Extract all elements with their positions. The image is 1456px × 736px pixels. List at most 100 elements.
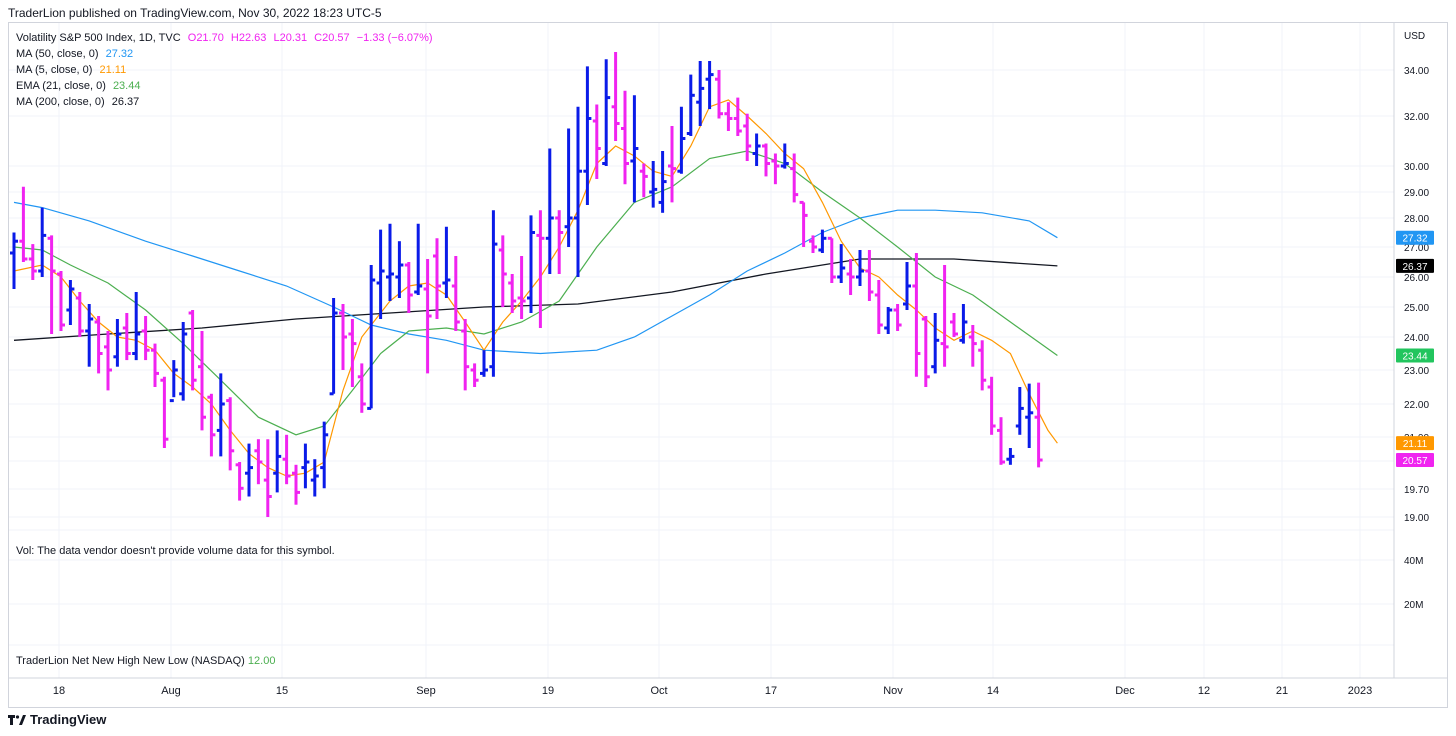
ohlc-bar — [282, 434, 291, 485]
ohlc-bar — [1006, 448, 1015, 465]
price-label-value: 20.57 — [1402, 456, 1427, 467]
brand-name: TradingView — [30, 712, 107, 727]
ohlc-bar — [179, 322, 188, 401]
ohlc-bar — [263, 439, 272, 517]
nhnl-value: 12.00 — [247, 655, 276, 667]
price-label-bg — [1396, 230, 1434, 245]
indicator-ma200: MA (200, close, 0) 26.37 — [16, 94, 143, 110]
time-tick-label: 18 — [53, 685, 65, 697]
price-label-value: 26.37 — [1402, 262, 1427, 273]
ohlc-bar — [856, 250, 864, 286]
ma50-line — [13, 201, 1058, 355]
tradingview-logo-icon — [8, 714, 26, 725]
axes: 18 Aug 15 Sep 19 Oct 17 Nov 14 Dec 12 21 2023 34.00 32… — [9, 23, 1447, 697]
ohlc-bar — [837, 244, 846, 283]
ohlc-bar — [122, 313, 131, 361]
tradingview-logo[interactable]: TradingView — [8, 712, 106, 727]
ema21-line — [13, 150, 1058, 436]
ohlc-bar — [978, 340, 987, 391]
price-label-value: 27.32 — [1402, 234, 1427, 245]
currency-label: USD — [1404, 31, 1425, 42]
ohlc-bar — [592, 104, 601, 179]
ohlc-bar — [743, 113, 752, 161]
ohlc-bar — [1025, 383, 1034, 448]
ohlc-bar — [752, 133, 761, 166]
time-tick-label: 14 — [987, 685, 999, 697]
ohlc-bar — [57, 271, 65, 331]
ohlc-bar — [461, 319, 470, 391]
time-tick-label: 2023 — [1348, 685, 1372, 697]
chart-frame — [8, 22, 1448, 708]
price-tick-label: 30.00 — [1404, 162, 1429, 173]
price-tick-label: 28.00 — [1404, 214, 1429, 225]
ohlc-bar — [10, 232, 18, 289]
time-tick-label: 19 — [542, 685, 554, 697]
price-tick-label: 26.00 — [1404, 273, 1429, 284]
price-label-tag: 23.44 — [1396, 348, 1434, 363]
ohlc-bar — [1034, 382, 1043, 468]
ohlc-bar — [602, 59, 611, 166]
time-tick-label: 17 — [765, 685, 777, 697]
ohlc-bar — [658, 151, 667, 213]
price-label-bg — [1396, 453, 1434, 468]
ohlc-bar — [950, 313, 958, 337]
ohlc-bar — [235, 462, 244, 501]
ohlc-bar — [75, 292, 84, 337]
ohlc-bar — [226, 397, 235, 471]
ohlc-change: −1.33 (−6.07%) — [356, 32, 433, 44]
ohlc-bar — [498, 235, 507, 307]
indicator-ma200-value: 26.37 — [111, 96, 140, 108]
ohlc-bar — [574, 106, 582, 277]
ohlc-bar — [921, 316, 930, 387]
ohlc-bar — [94, 316, 103, 374]
ohlc-bar — [865, 250, 874, 301]
time-tick-label: Sep — [416, 685, 436, 697]
ohlc-bar — [611, 52, 620, 141]
ohlc-bar — [846, 259, 855, 295]
ohlc-bar — [508, 274, 517, 313]
ohlc-bar — [724, 102, 733, 131]
ohlc-bar — [884, 307, 893, 334]
ohlc-bar — [245, 443, 253, 497]
ohlc-bar — [423, 259, 432, 374]
ohlc-bars — [10, 52, 1043, 517]
ohlc-open: O21.70 — [187, 32, 224, 44]
ohlc-bar — [536, 210, 545, 328]
ohlc-bar — [19, 186, 28, 262]
ohlc-bar — [912, 253, 921, 377]
ohlc-bar — [940, 265, 949, 367]
ohlc-high: H22.63 — [230, 32, 267, 44]
nhnl-legend: TraderLion Net New High New Low (NASDAQ)… — [16, 655, 275, 667]
ohlc-bar — [188, 310, 197, 391]
price-tick-label: 29.00 — [1404, 188, 1429, 199]
price-label-tag: 21.11 — [1396, 436, 1434, 451]
ohlc-bar — [320, 421, 329, 489]
price-tick-label: 32.00 — [1404, 112, 1429, 123]
ohlc-bar — [310, 459, 319, 497]
time-tick-label: 12 — [1198, 685, 1210, 697]
price-tick-label: 24.00 — [1404, 333, 1429, 344]
ohlc-bar — [470, 363, 479, 387]
ohlc-bar — [545, 148, 554, 274]
ohlc-bar — [677, 106, 686, 174]
ohlc-bar — [931, 313, 940, 374]
ohlc-bar — [668, 126, 676, 203]
ohlc-bar — [517, 256, 526, 319]
price-tick-label: 19.70 — [1404, 485, 1429, 496]
ohlc-bar — [489, 210, 498, 377]
ohlc-bar — [367, 265, 376, 410]
ohlc-bar — [771, 153, 780, 185]
price-label-tag: 27.32 — [1396, 230, 1434, 245]
ohlc-bar — [414, 223, 423, 295]
indicator-ema21-name: EMA (21, close, 0) — [16, 80, 106, 92]
ohlc-bar — [104, 331, 112, 391]
volume-note: Vol: The data vendor doesn't provide vol… — [16, 545, 335, 557]
ohlc-bar — [715, 70, 723, 119]
time-tick-label: Dec — [1115, 685, 1135, 697]
publisher-text: TraderLion published on TradingView.com,… — [8, 6, 382, 20]
price-label-tag: 20.57 — [1396, 453, 1434, 468]
ohlc-bar — [151, 343, 159, 387]
ohlc-bar — [555, 210, 564, 274]
indicator-ma5: MA (5, close, 0) 21.11 — [16, 62, 130, 78]
